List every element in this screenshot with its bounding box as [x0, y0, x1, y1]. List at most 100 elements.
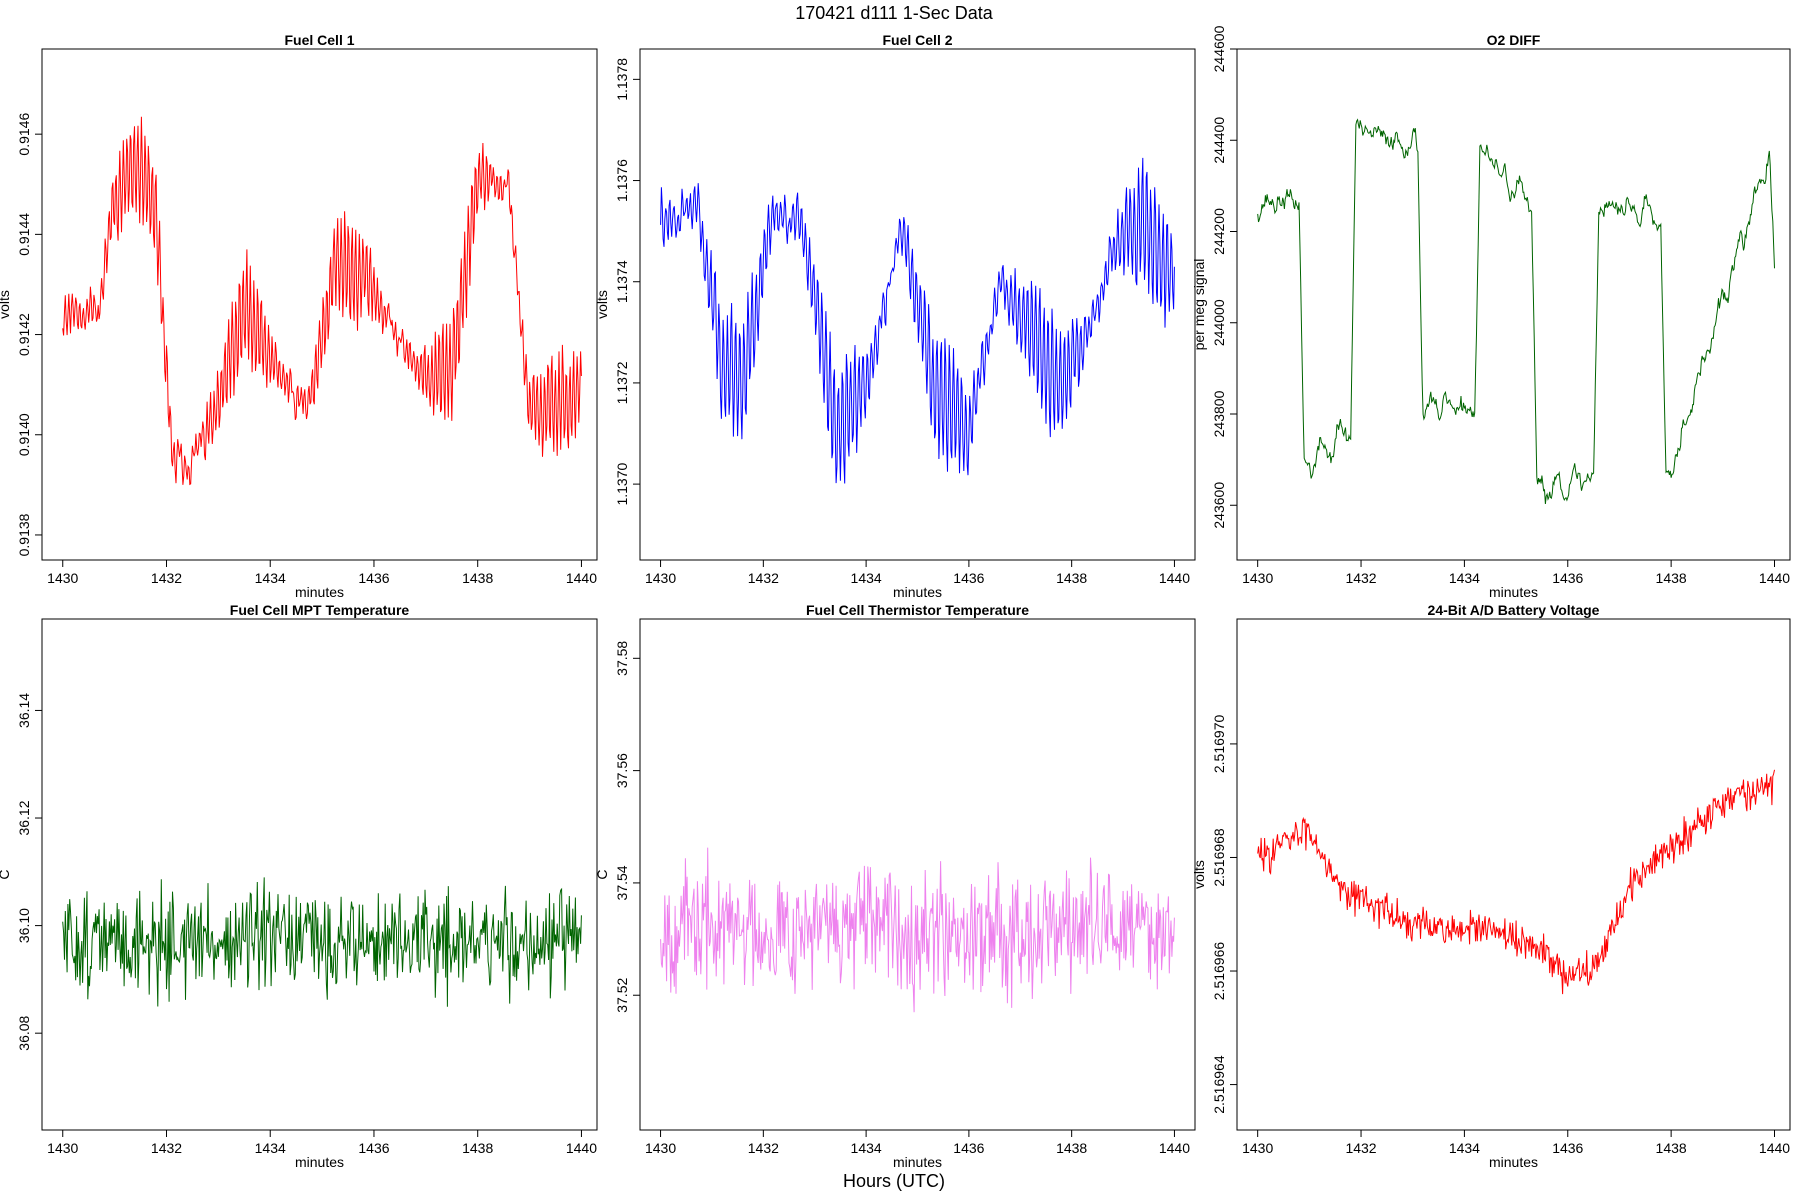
panel-title: Fuel Cell 2	[882, 32, 952, 48]
y-tick-label: 244400	[1211, 117, 1227, 164]
y-tick-label: 2.516968	[1211, 828, 1227, 887]
panel-title: Fuel Cell 1	[284, 32, 354, 48]
series-line	[62, 877, 582, 1007]
x-tick-label: 1436	[953, 570, 984, 586]
y-tick-label: 243800	[1211, 390, 1227, 437]
figure-suptitle: 170421 d111 1-Sec Data	[795, 3, 993, 23]
x-tick-label: 1434	[851, 1140, 882, 1156]
y-tick-label: 36.12	[16, 800, 32, 835]
series-line	[1257, 769, 1775, 995]
y-tick-label: 0.9140	[16, 413, 32, 456]
panel-1: Fuel Cell 1 1430 1432 1434 1436 1438 1440 minut…	[0, 32, 598, 600]
x-tick-label: 1432	[151, 570, 182, 586]
plot-frame	[41, 48, 598, 561]
x-tick-label: 1432	[151, 1140, 182, 1156]
x-tick-label: 1436	[358, 1140, 389, 1156]
panel-title: Fuel Cell MPT Temperature	[230, 602, 410, 618]
y-tick-label: 1.1370	[614, 462, 630, 505]
plot-frame	[1236, 48, 1791, 561]
y-tick-label: 2.516970	[1211, 715, 1227, 774]
x-tick-label: 1430	[1242, 570, 1273, 586]
x-tick-label: 1440	[1159, 1140, 1190, 1156]
plot-frame	[639, 618, 1196, 1131]
x-tick-label: 1432	[1345, 570, 1376, 586]
x-tick-label: 1440	[1759, 1140, 1790, 1156]
x-tick-label: 1438	[462, 570, 493, 586]
y-axis-label: per meg signal	[1191, 259, 1207, 351]
x-tick-label: 1434	[255, 1140, 286, 1156]
series-line	[1257, 118, 1775, 505]
y-tick-label: 244600	[1211, 25, 1227, 72]
x-tick-label: 1436	[1552, 1140, 1583, 1156]
y-tick-label: 2.516966	[1211, 942, 1227, 1001]
x-tick-label: 1434	[1449, 1140, 1480, 1156]
x-axis-label: minutes	[893, 584, 942, 600]
x-tick-label: 1436	[358, 570, 389, 586]
plot-frame	[41, 618, 598, 1131]
y-tick-label: 37.54	[614, 865, 630, 900]
panel-title: 24-Bit A/D Battery Voltage	[1428, 602, 1600, 618]
x-tick-label: 1438	[1056, 1140, 1087, 1156]
y-tick-label: 0.9146	[16, 113, 32, 156]
x-tick-label: 1438	[1656, 1140, 1687, 1156]
y-tick-label: 244200	[1211, 208, 1227, 255]
series-line	[660, 847, 1175, 1013]
x-tick-label: 1430	[47, 1140, 78, 1156]
y-tick-label: 0.9138	[16, 513, 32, 556]
y-tick-label: 1.1376	[614, 159, 630, 202]
x-tick-label: 1440	[1759, 570, 1790, 586]
x-tick-label: 1436	[953, 1140, 984, 1156]
x-tick-label: 1440	[1159, 570, 1190, 586]
x-tick-label: 1438	[1056, 570, 1087, 586]
x-tick-label: 1436	[1552, 570, 1583, 586]
y-axis-label: volts	[594, 290, 610, 319]
panel-title: O2 DIFF	[1487, 32, 1541, 48]
y-tick-label: 244000	[1211, 299, 1227, 346]
x-tick-label: 1434	[255, 570, 286, 586]
x-tick-label: 1438	[1656, 570, 1687, 586]
plot-frame	[1236, 618, 1791, 1131]
panel-6: 24-Bit A/D Battery Voltage 1430 1432 1434 14…	[1191, 602, 1791, 1170]
y-tick-label: 37.52	[614, 978, 630, 1013]
y-tick-label: 37.56	[614, 753, 630, 788]
x-tick-label: 1430	[645, 570, 676, 586]
y-tick-label: 0.9144	[16, 213, 32, 256]
panel-3: O2 DIFF 1430 1432 1434 1436 1438 1440 minutes 24…	[1191, 25, 1791, 600]
x-tick-label: 1440	[566, 1140, 597, 1156]
x-tick-label: 1438	[462, 1140, 493, 1156]
y-tick-label: 2.516964	[1211, 1055, 1227, 1114]
y-tick-label: 36.14	[16, 693, 32, 728]
x-tick-label: 1432	[748, 1140, 779, 1156]
y-tick-label: 37.58	[614, 641, 630, 676]
panel-title: Fuel Cell Thermistor Temperature	[806, 602, 1029, 618]
panel-4: Fuel Cell MPT Temperature 1430 1432 1434 143…	[0, 602, 598, 1170]
x-axis-label: minutes	[295, 584, 344, 600]
panel-5: Fuel Cell Thermistor Temperature 1430 1432…	[594, 602, 1196, 1170]
x-tick-label: 1432	[1345, 1140, 1376, 1156]
y-tick-label: 1.1378	[614, 58, 630, 101]
x-tick-label: 1434	[851, 570, 882, 586]
panels: Fuel Cell 1 1430 1432 1434 1436 1438 1440 minut…	[0, 25, 1791, 1170]
x-axis-label: minutes	[893, 1154, 942, 1170]
x-tick-label: 1430	[645, 1140, 676, 1156]
x-tick-label: 1440	[566, 570, 597, 586]
series-line	[62, 116, 582, 486]
y-tick-label: 36.10	[16, 908, 32, 943]
y-tick-label: 1.1372	[614, 361, 630, 404]
panel-2: Fuel Cell 2 1430 1432 1434 1436 1438 1440 minut…	[594, 32, 1196, 600]
x-tick-label: 1430	[1242, 1140, 1273, 1156]
y-tick-label: 36.08	[16, 1015, 32, 1050]
y-axis-label: volts	[1191, 860, 1207, 889]
series-line	[660, 157, 1175, 484]
x-axis-label: minutes	[295, 1154, 344, 1170]
x-tick-label: 1432	[748, 570, 779, 586]
figure-xlabel: Hours (UTC)	[843, 1171, 945, 1191]
y-tick-label: 0.9142	[16, 313, 32, 356]
x-axis-label: minutes	[1489, 1154, 1538, 1170]
y-tick-label: 243600	[1211, 482, 1227, 529]
x-axis-label: minutes	[1489, 584, 1538, 600]
y-tick-label: 1.1374	[614, 260, 630, 303]
y-axis-label: C	[0, 869, 12, 879]
y-axis-label: C	[594, 869, 610, 879]
